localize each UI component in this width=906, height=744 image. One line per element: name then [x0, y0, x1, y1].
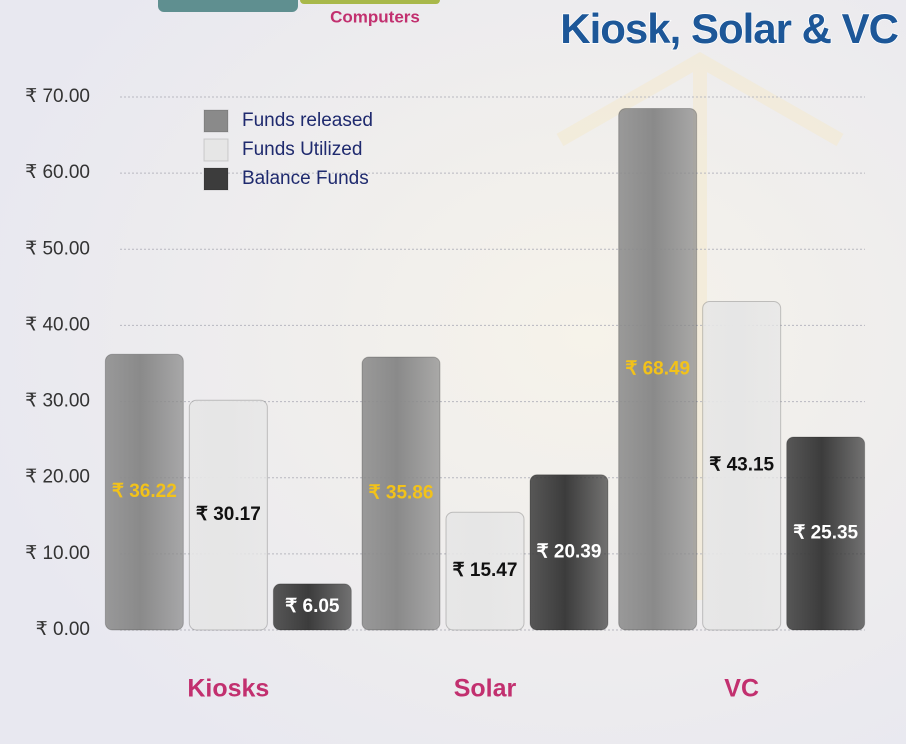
y-tick-label: ₹ 50.00: [25, 238, 90, 259]
bar: [188, 399, 268, 631]
legend-label: Funds released: [242, 110, 373, 131]
legend-label: Funds Utilized: [242, 139, 362, 160]
bar: [104, 353, 184, 631]
bar: [618, 107, 698, 631]
bar: [702, 300, 782, 631]
legend-label: Balance Funds: [242, 168, 369, 189]
y-tick-label: ₹ 0.00: [36, 619, 90, 640]
x-tick-label: VC: [724, 675, 759, 703]
value-label: ₹ 30.17: [196, 504, 261, 525]
fragment-label: Computers: [330, 7, 420, 26]
x-tick-label: Kiosks: [187, 675, 269, 703]
plot: ₹ 0.00 ₹ 10.00 ₹ 20.00 ₹ 30.00 ₹ 40.00 ₹ 50.0…: [25, 86, 866, 703]
bar: [529, 474, 609, 631]
value-label: ₹ 6.05: [285, 596, 340, 617]
y-tick-label: ₹ 20.00: [25, 467, 90, 488]
bar: [445, 511, 525, 631]
value-label: ₹ 43.15: [709, 455, 774, 476]
value-label: ₹ 20.39: [537, 541, 602, 562]
bar: [361, 356, 441, 631]
legend-swatch: [203, 109, 229, 133]
legend-swatch: [203, 138, 229, 162]
value-label: ₹ 36.22: [112, 481, 177, 502]
y-tick-label: ₹ 30.00: [25, 391, 90, 412]
watermark: [556, 51, 844, 600]
x-tick-label: Solar: [454, 675, 517, 703]
bar: [786, 436, 866, 631]
image-fragment: [158, 0, 298, 12]
value-label: ₹ 25.35: [793, 523, 858, 544]
y-tick-label: ₹ 10.00: [25, 543, 90, 564]
value-label: ₹ 68.49: [625, 358, 690, 379]
y-tick-label: ₹ 40.00: [25, 314, 90, 335]
image-fragment: [300, 0, 440, 4]
y-tick-label: ₹ 70.00: [25, 86, 90, 107]
value-label: ₹ 15.47: [453, 560, 518, 581]
bar: [272, 583, 352, 631]
value-label: ₹ 35.86: [369, 482, 434, 503]
legend-swatch: [203, 167, 229, 191]
chart-title: Kiosk, Solar & VC: [560, 5, 898, 52]
y-tick-label: ₹ 60.00: [25, 162, 90, 183]
